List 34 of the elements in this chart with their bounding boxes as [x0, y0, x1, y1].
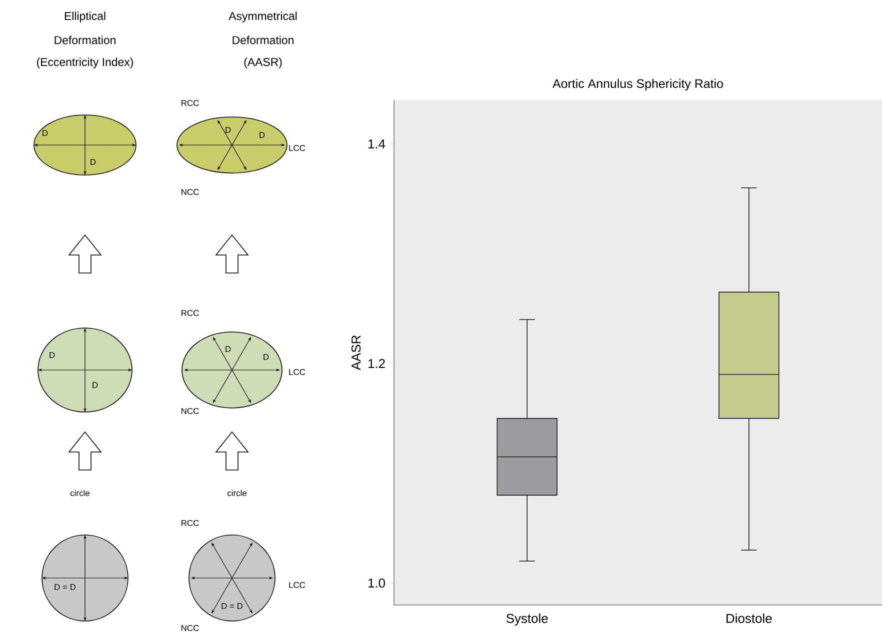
text: D — [92, 382, 98, 388]
text: (AASR) — [244, 58, 282, 68]
text: Deformation — [232, 36, 294, 44]
text: D — [226, 346, 231, 352]
text: RCC — [182, 310, 199, 316]
y-tick-label: 1.2 — [368, 358, 385, 368]
text: Elliptical — [64, 12, 106, 22]
y-tick-label: 1.0 — [368, 578, 386, 588]
text: LCC — [289, 145, 306, 151]
text: D = D — [222, 603, 243, 609]
text: D = D — [54, 584, 76, 590]
text: NCC — [182, 408, 199, 414]
text: D — [226, 127, 231, 133]
text: RCC — [182, 520, 199, 526]
text: D — [90, 159, 96, 165]
y-tick-label: 1.4 — [368, 139, 386, 148]
chart-title: Aortic Annulus Sphericity Ratio — [552, 78, 723, 90]
y-axis-title: AASR — [351, 335, 361, 370]
text: D — [50, 352, 55, 358]
text: RCC — [182, 100, 199, 106]
text: D — [264, 354, 269, 360]
text: (Eccentricity Index) — [36, 58, 133, 68]
text: Asymmetrical — [228, 12, 297, 22]
text: NCC — [182, 189, 199, 195]
text: circle — [70, 490, 90, 496]
x-tick-label: Diostole — [726, 613, 772, 624]
text: LCC — [289, 582, 306, 588]
text: LCC — [289, 369, 306, 375]
text: NCC — [182, 625, 199, 631]
x-tick-label: Systole — [506, 613, 548, 626]
text: D — [260, 132, 265, 138]
text: Deformation — [54, 36, 116, 44]
text: D — [42, 130, 48, 136]
text: circle — [227, 490, 246, 496]
